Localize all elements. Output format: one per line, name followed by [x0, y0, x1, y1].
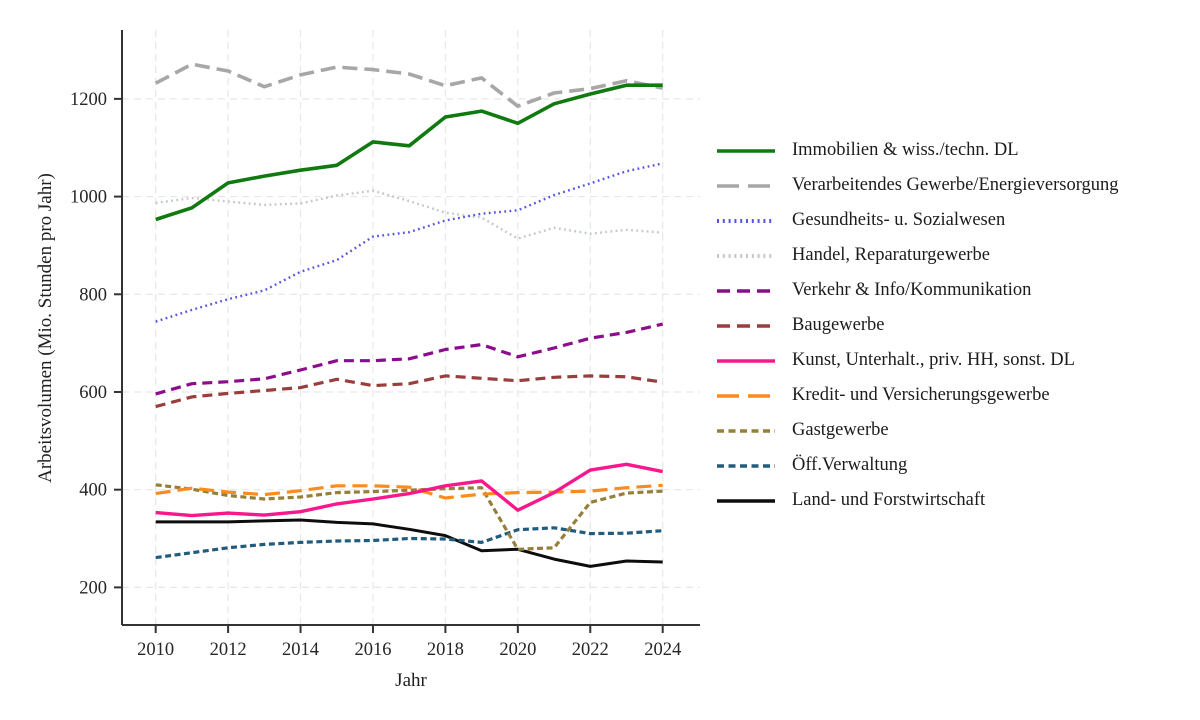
series-line — [155, 162, 663, 323]
y-tick-label: 200 — [79, 578, 107, 598]
legend-label: Kredit- und Versicherungsgewerbe — [792, 385, 1050, 405]
x-tick-label: 2022 — [572, 640, 609, 660]
y-tick-label: 1200 — [70, 90, 107, 110]
x-tick-label: 2014 — [282, 640, 319, 660]
legend-label: Gastgewerbe — [792, 420, 889, 440]
legend-label: Verkehr & Info/Kommunikation — [792, 280, 1032, 300]
x-tick-label: 2016 — [354, 640, 391, 660]
legend-swatch-icon — [717, 323, 775, 328]
legend-item: Immobilien & wiss./techn. DL — [716, 133, 1119, 168]
legend-item: Öff.Verwaltung — [716, 448, 1119, 483]
y-tick-label: 800 — [79, 285, 107, 305]
legend-item: Verkehr & Info/Kommunikation — [716, 273, 1119, 308]
legend-label: Kunst, Unterhalt., priv. HH, sonst. DL — [792, 350, 1075, 370]
series-line — [155, 526, 663, 560]
legend-label: Immobilien & wiss./techn. DL — [792, 140, 1019, 160]
legend-swatch-icon — [717, 358, 775, 363]
legend-label: Baugewerbe — [792, 315, 885, 335]
legend-swatch-icon — [717, 463, 775, 468]
x-axis-title: Jahr — [395, 670, 427, 691]
series-line — [155, 83, 663, 222]
series-line — [155, 462, 664, 518]
legend-item: Land- und Forstwirtschaft — [716, 483, 1119, 518]
x-tick-label: 2010 — [137, 640, 174, 660]
legend-swatch-icon — [717, 148, 775, 153]
series-line — [155, 322, 664, 396]
y-tick-label: 1000 — [70, 188, 107, 208]
legend-label: Gesundheits- u. Sozialwesen — [792, 210, 1006, 230]
legend-item: Kredit- und Versicherungsgewerbe — [716, 378, 1119, 413]
legend-swatch-icon — [717, 183, 775, 188]
legend-item: Kunst, Unterhalt., priv. HH, sonst. DL — [716, 343, 1119, 378]
legend-label: Handel, Reparaturgewerbe — [792, 245, 990, 265]
legend-item: Gastgewerbe — [716, 413, 1119, 448]
legend-item: Baugewerbe — [716, 308, 1119, 343]
legend: Immobilien & wiss./techn. DL Verarbeitend… — [716, 133, 1119, 518]
x-tick-label: 2024 — [644, 640, 681, 660]
legend-swatch-icon — [717, 428, 775, 433]
legend-item: Handel, Reparaturgewerbe — [716, 238, 1119, 273]
legend-swatch-icon — [717, 253, 775, 258]
x-tick-label: 2012 — [210, 640, 247, 660]
series-line — [155, 374, 663, 409]
legend-label: Land- und Forstwirtschaft — [792, 490, 986, 510]
series-line — [154, 62, 664, 108]
legend-swatch-icon — [717, 498, 775, 503]
series-line — [155, 518, 663, 568]
x-tick-label: 2018 — [427, 640, 464, 660]
plot-area: 200 400 600 800 1000 1200 2010 2012 2014 2016 2018… — [70, 30, 700, 660]
y-tick-label: 400 — [79, 481, 107, 501]
x-tick-label: 2020 — [499, 640, 536, 660]
legend-label: Öff.Verwaltung — [792, 455, 908, 475]
y-axis-title: Arbeitsvolumen (Mio. Stunden pro Jahr) — [35, 173, 56, 483]
legend-swatch-icon — [717, 218, 775, 223]
series-line — [155, 483, 663, 500]
legend-item: Verarbeitendes Gewerbe/Energieversorgung — [716, 168, 1119, 203]
legend-label: Verarbeitendes Gewerbe/Energieversorgung — [792, 175, 1119, 195]
legend-item: Gesundheits- u. Sozialwesen — [716, 203, 1119, 238]
legend-swatch-icon — [717, 288, 775, 293]
y-tick-label: 600 — [79, 383, 107, 403]
legend-swatch-icon — [717, 393, 775, 398]
